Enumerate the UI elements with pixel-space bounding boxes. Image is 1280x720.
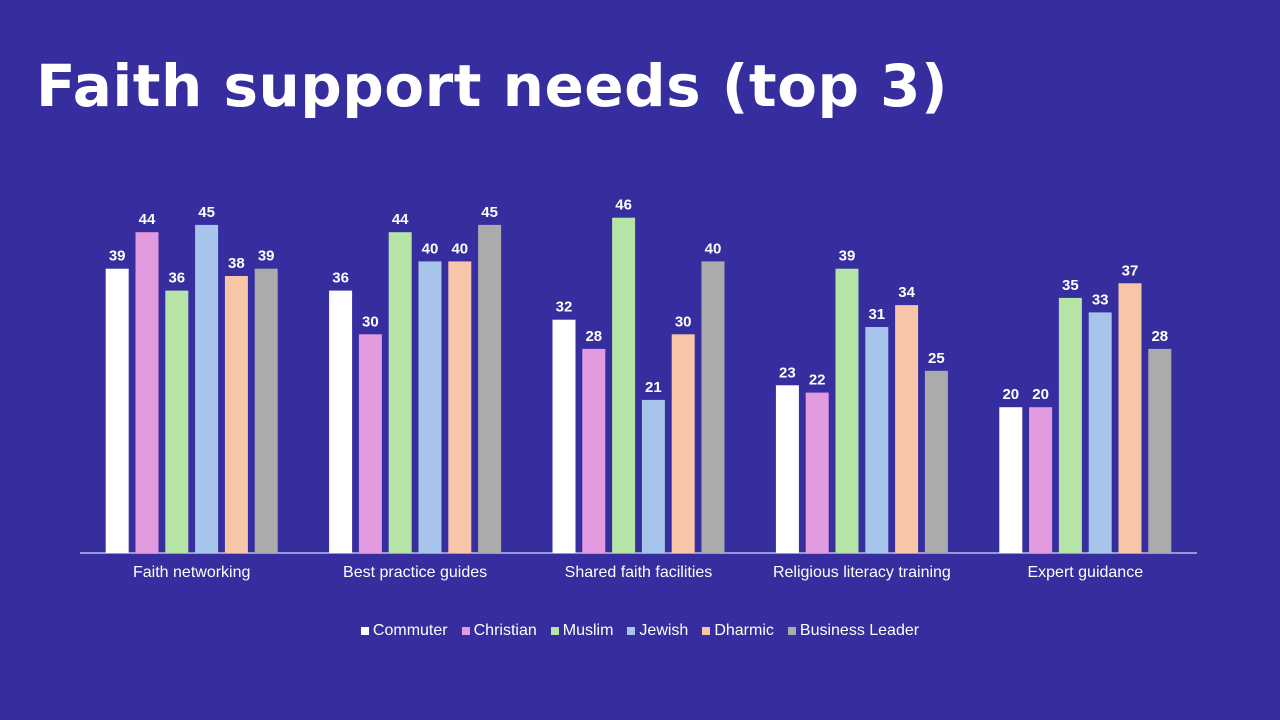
x-tick-label: Faith networking (133, 564, 250, 581)
legend-label: Dharmic (714, 622, 774, 639)
bar (1148, 348, 1172, 553)
data-label: 30 (675, 313, 692, 330)
bar (582, 348, 606, 553)
bar (775, 385, 799, 553)
data-label: 40 (422, 240, 439, 257)
data-label: 23 (779, 364, 796, 381)
bar (388, 232, 412, 553)
bar (329, 290, 353, 553)
data-label: 28 (1151, 328, 1168, 345)
data-label: 25 (928, 350, 945, 367)
legend-swatch (461, 627, 470, 635)
data-label: 35 (1062, 277, 1079, 294)
data-label: 39 (109, 248, 126, 265)
data-label: 32 (556, 299, 573, 316)
bar (418, 261, 442, 553)
data-label: 36 (168, 270, 185, 287)
bar (999, 407, 1023, 553)
legend-swatch (627, 627, 636, 635)
bar (552, 319, 576, 553)
chart-legend: Commuter Christian Muslim Jewish Dharmic Busi… (0, 622, 1280, 640)
bar (641, 399, 665, 553)
x-tick-label: Religious literacy training (773, 564, 951, 581)
legend-label: Muslim (562, 622, 614, 639)
data-label: 44 (139, 211, 156, 228)
bar (195, 224, 219, 553)
legend-item: Christian (461, 622, 537, 640)
data-label: 21 (645, 379, 662, 396)
data-label: 33 (1092, 291, 1109, 308)
data-label: 20 (1002, 386, 1019, 403)
bar (701, 261, 725, 553)
legend-swatch (550, 627, 559, 635)
data-label: 44 (392, 211, 409, 228)
legend-label: Business Leader (799, 622, 920, 639)
legend-label: Christian (473, 622, 537, 639)
legend-item: Dharmic (702, 622, 774, 640)
x-tick-label: Best practice guides (343, 564, 487, 581)
bar (1029, 407, 1053, 553)
legend-label: Jewish (639, 622, 689, 639)
bar (478, 224, 502, 553)
bar (924, 370, 948, 554)
page-title: Faith support needs (top 3) (36, 52, 949, 120)
bar (448, 261, 472, 553)
bar (135, 232, 159, 553)
bar (805, 392, 829, 553)
data-label: 39 (258, 248, 275, 265)
bar (895, 305, 919, 553)
data-label: 20 (1032, 386, 1049, 403)
bar (165, 290, 189, 553)
data-label: 28 (585, 328, 602, 345)
bar (254, 268, 278, 553)
legend-item: Muslim (550, 622, 614, 640)
data-label: 45 (481, 204, 498, 221)
bar (835, 268, 859, 553)
data-label: 37 (1122, 262, 1139, 279)
bar (1118, 283, 1142, 553)
data-label: 39 (839, 248, 856, 265)
data-label: 36 (332, 270, 349, 287)
bar (224, 276, 248, 553)
legend-item: Commuter (360, 622, 448, 640)
legend-swatch (702, 627, 711, 635)
x-tick-label: Shared faith facilities (565, 564, 713, 581)
data-label: 30 (362, 313, 379, 330)
legend-swatch (787, 627, 796, 635)
data-label: 22 (809, 372, 826, 389)
data-label: 45 (198, 204, 215, 221)
data-label: 34 (898, 284, 915, 301)
data-label: 46 (615, 197, 632, 214)
data-label: 40 (451, 240, 468, 257)
bar (1058, 297, 1082, 554)
bar (1088, 312, 1112, 553)
legend-item: Business Leader (787, 622, 920, 640)
bar (671, 334, 695, 553)
data-label: 38 (228, 255, 245, 272)
bar (865, 327, 889, 553)
bar (358, 334, 382, 553)
x-tick-label: Expert guidance (1027, 564, 1143, 581)
data-label: 31 (868, 306, 885, 323)
legend-label: Commuter (372, 622, 448, 639)
legend-swatch (360, 627, 369, 635)
bar (612, 217, 636, 553)
legend-item: Jewish (627, 622, 688, 640)
bar (105, 268, 129, 553)
data-label: 40 (705, 240, 722, 257)
